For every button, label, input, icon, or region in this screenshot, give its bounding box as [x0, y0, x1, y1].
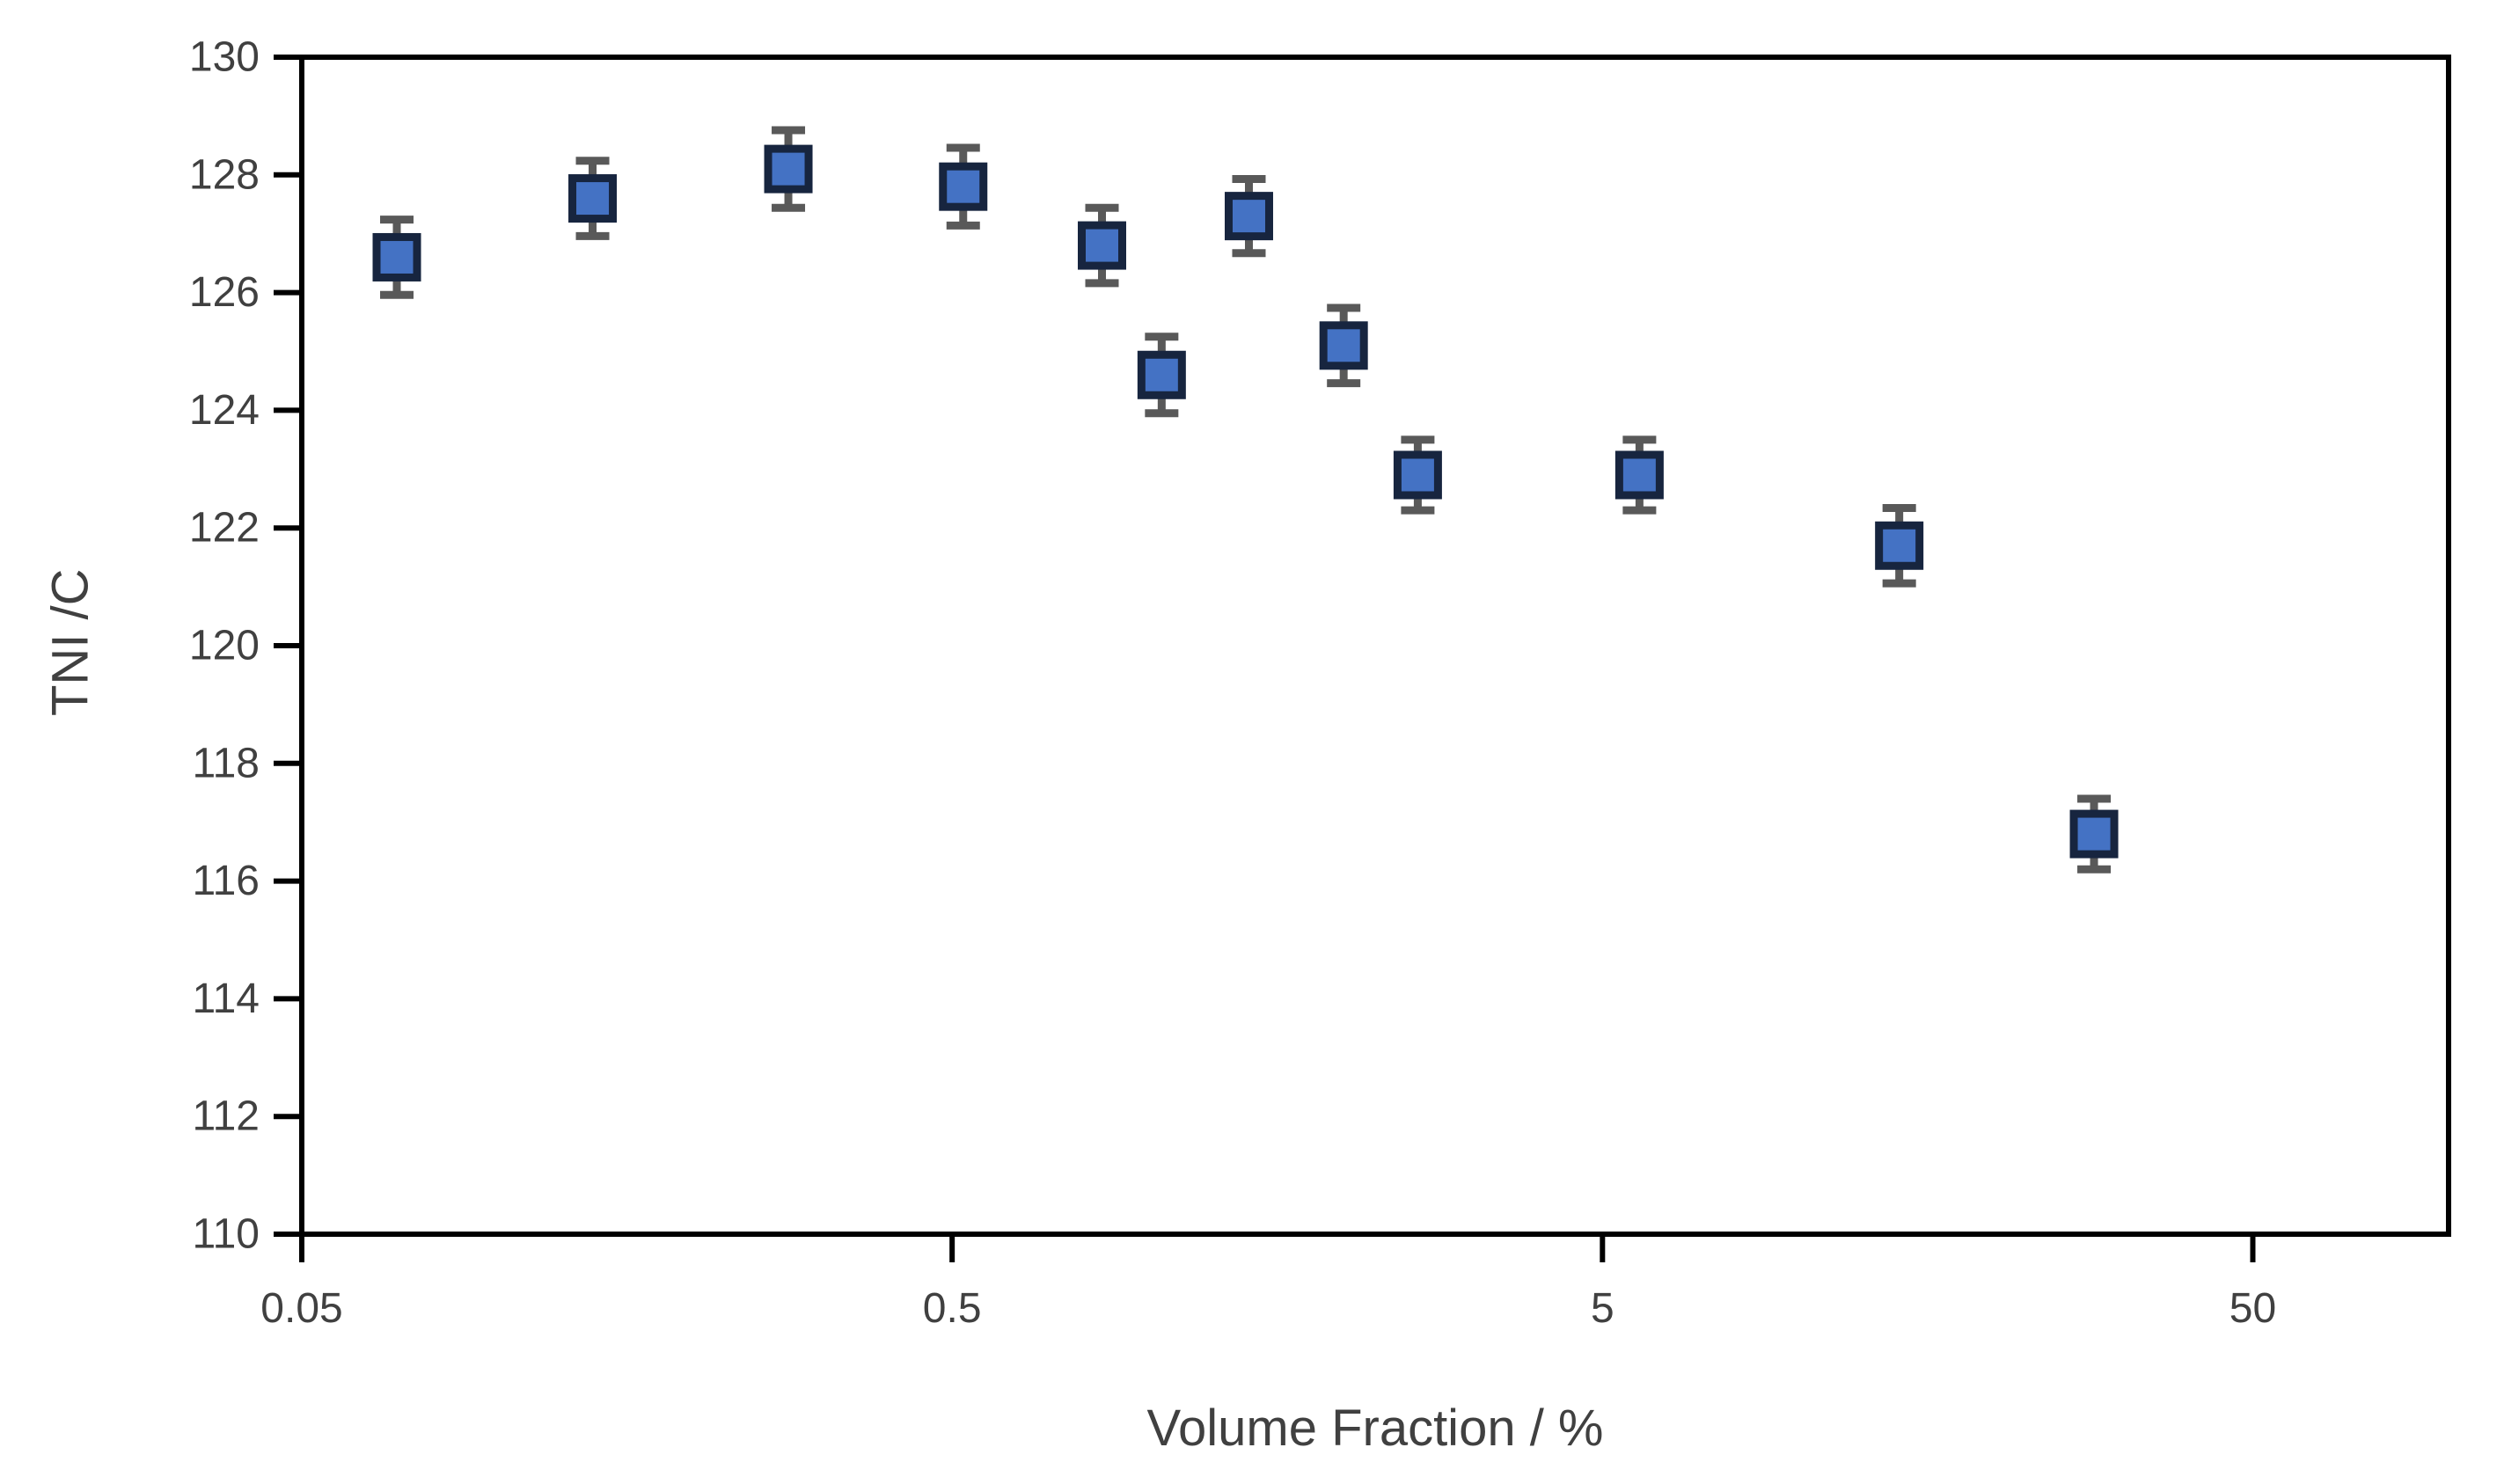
- x-tick-label: 5: [1591, 1285, 1614, 1332]
- x-axis-title: Volume Fraction / %: [1146, 1400, 1604, 1457]
- x-tick-label: 50: [2229, 1285, 2276, 1332]
- y-tick-label: 120: [189, 623, 260, 669]
- data-point: [939, 162, 988, 211]
- y-tick-label: 124: [189, 387, 260, 434]
- data-point: [372, 232, 421, 281]
- y-tick-label: 126: [189, 269, 260, 316]
- data-point: [1319, 321, 1368, 370]
- y-tick-label: 114: [192, 976, 260, 1022]
- x-tick-label: 0.5: [923, 1285, 982, 1332]
- y-axis-title: TNI /C: [41, 568, 99, 716]
- y-tick-label: 116: [192, 858, 260, 904]
- x-tick-label: 0.05: [260, 1285, 342, 1332]
- data-point: [1875, 521, 1924, 570]
- data-point: [1137, 350, 1186, 399]
- data-point: [1224, 192, 1273, 241]
- plot-border: [299, 55, 2451, 1237]
- y-tick-label: 122: [189, 505, 260, 552]
- data-point: [1614, 450, 1664, 500]
- data-point: [1393, 450, 1442, 500]
- y-tick-label: 118: [192, 740, 260, 786]
- y-tick-label: 110: [192, 1211, 260, 1258]
- data-point: [2069, 809, 2119, 859]
- data-point: [568, 174, 618, 223]
- y-tick-label: 128: [189, 151, 260, 198]
- y-tick-label: 112: [192, 1093, 260, 1140]
- y-tick-label: 130: [189, 34, 260, 81]
- data-point: [764, 144, 813, 194]
- data-point: [1078, 221, 1127, 270]
